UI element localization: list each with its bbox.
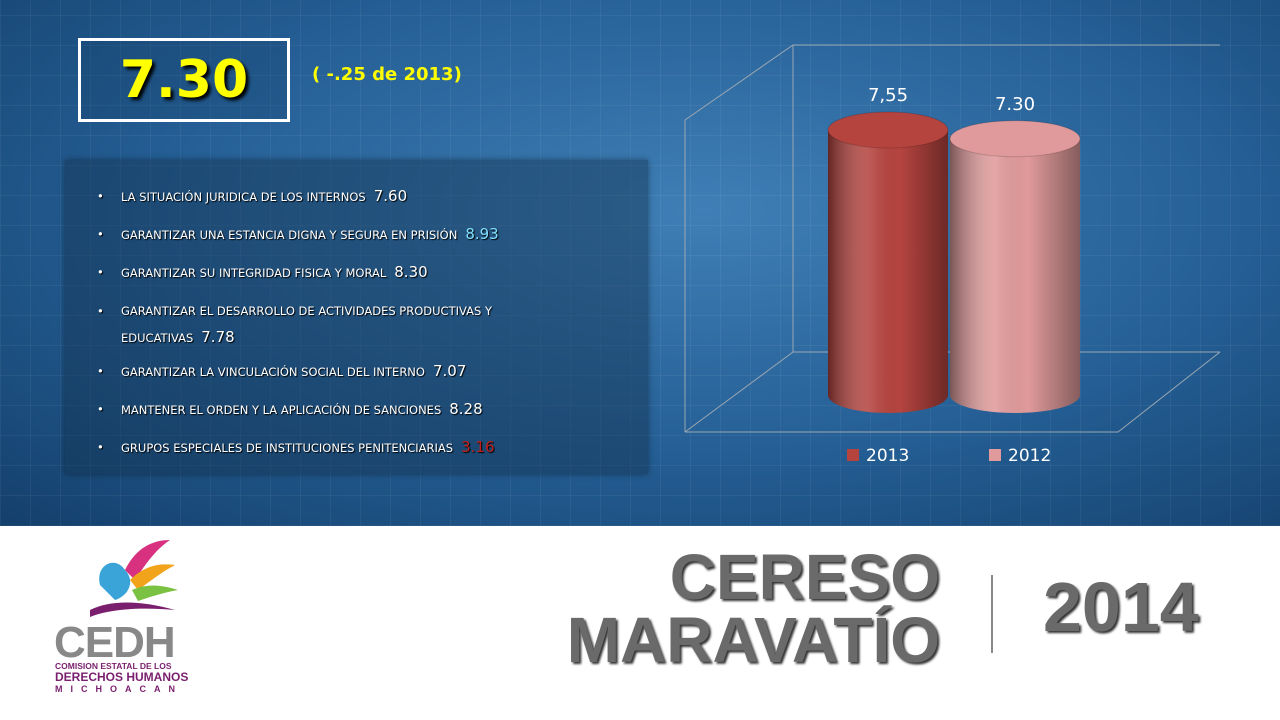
bullet-text: GARANTIZAR LA VINCULACIÓN SOCIAL DEL INT… xyxy=(121,365,425,379)
chart: 7,55 2013 7.30 2012 xyxy=(684,44,1221,466)
cylinder-shade xyxy=(828,130,948,413)
bullet-score: 8.28 xyxy=(449,400,483,418)
footer-year: 2014 xyxy=(1043,568,1199,646)
logo-line3: MICHOACAN xyxy=(55,684,183,694)
data-label: 7.30 xyxy=(995,94,1035,115)
cylinder-shade xyxy=(950,138,1080,413)
divider xyxy=(991,575,993,653)
bullet-score: 7.60 xyxy=(373,187,408,205)
legend-label: 2012 xyxy=(1008,446,1051,466)
bullet-score: 3.16 xyxy=(461,438,495,456)
data-label: 7,55 xyxy=(868,85,908,106)
cylinder xyxy=(827,111,949,413)
cylinder xyxy=(949,120,1081,413)
chart-frame xyxy=(684,44,1221,433)
bullet-text: MANTENER EL ORDEN Y LA APLICACIÓN DE SAN… xyxy=(121,403,442,417)
bullet-text: GARANTIZAR UNA ESTANCIA DIGNA Y SEGURA E… xyxy=(121,228,458,242)
bullet-score: 7.78 xyxy=(201,328,235,346)
bullet-text: LA SITUACIÓN JURIDICA DE LOS INTERNOS xyxy=(121,190,366,204)
headline: 7.30 xyxy=(119,50,249,110)
bullet-item: MANTENER EL ORDEN Y LA APLICACIÓN DE SAN… xyxy=(97,397,581,422)
footer-line2: MARAVATÍO xyxy=(566,604,940,676)
bullet-list: LA SITUACIÓN JURIDICA DE LOS INTERNOS 7.6… xyxy=(65,160,648,460)
logo-bird xyxy=(90,540,178,617)
cylinder-top xyxy=(827,111,949,149)
legend-label: 2013 xyxy=(866,446,909,466)
headline-box: 7.30 xyxy=(78,38,290,122)
bullet-item: LA SITUACIÓN JURIDICA DE LOS INTERNOS 7.6… xyxy=(97,184,581,209)
bullet-panel: LA SITUACIÓN JURIDICA DE LOS INTERNOS 7.6… xyxy=(65,160,648,474)
cylinder-top xyxy=(949,120,1081,158)
legend-swatch xyxy=(989,449,1001,461)
bullet-text: GARANTIZAR EL DESARROLLO DE ACTIVIDADES … xyxy=(121,304,492,345)
legend-swatch xyxy=(847,449,859,461)
logo-line2: DERECHOS HUMANOS xyxy=(55,670,189,684)
bullet-item: GARANTIZAR UNA ESTANCIA DIGNA Y SEGURA E… xyxy=(97,222,581,247)
bullet-score: 7.07 xyxy=(432,362,467,380)
footer-line1: CERESO xyxy=(669,541,940,613)
bullet-item: GARANTIZAR LA VINCULACIÓN SOCIAL DEL INT… xyxy=(97,359,581,384)
logo-name: CEDH xyxy=(54,618,176,667)
bullet-item: GARANTIZAR SU INTEGRIDAD FISICA Y MORAL 8… xyxy=(97,260,581,285)
bullet-score: 8.30 xyxy=(394,263,428,281)
logo-line1: COMISION ESTATAL DE LOS xyxy=(55,661,172,671)
bullet-item: GRUPOS ESPECIALES DE INSTITUCIONES PENIT… xyxy=(97,435,581,460)
bullet-item: GARANTIZAR EL DESARROLLO DE ACTIVIDADES … xyxy=(97,298,581,351)
bullet-text: GRUPOS ESPECIALES DE INSTITUCIONES PENIT… xyxy=(121,441,454,455)
bullet-score: 8.93 xyxy=(465,225,499,243)
change-note: ( -.25 de 2013) xyxy=(312,64,462,85)
bullet-text: GARANTIZAR SU INTEGRIDAD FISICA Y MORAL xyxy=(121,266,387,280)
